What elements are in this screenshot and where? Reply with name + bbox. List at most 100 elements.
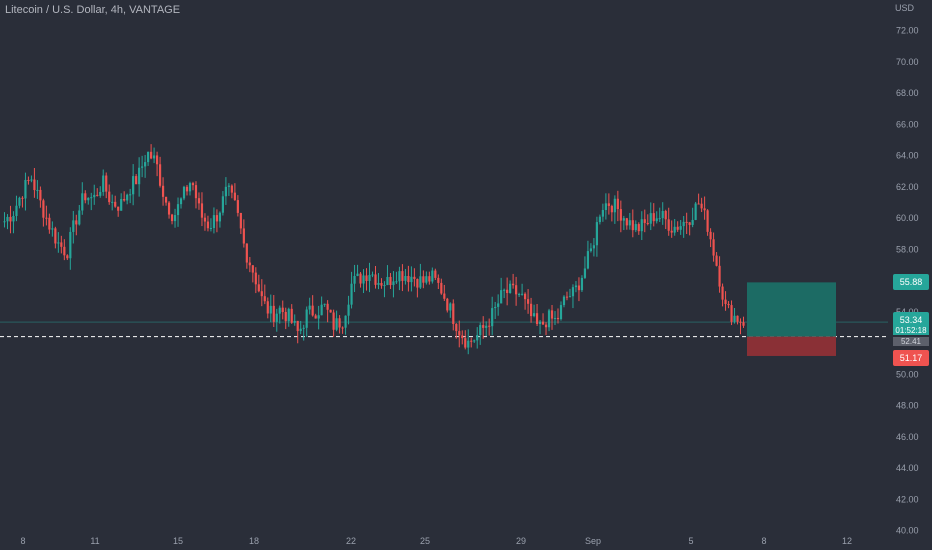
candle: [260, 291, 263, 297]
candle: [365, 275, 368, 281]
candle: [30, 179, 33, 181]
candle: [571, 287, 575, 297]
candle: [161, 185, 165, 197]
candle: [254, 272, 257, 285]
candle: [3, 221, 6, 223]
candle: [108, 191, 111, 203]
candle: [96, 194, 99, 196]
candle: [275, 313, 278, 322]
candle: [500, 290, 503, 304]
candle: [565, 296, 569, 298]
y-tick-label: 40.00: [896, 526, 919, 536]
candle: [269, 305, 272, 314]
candle: [167, 202, 171, 215]
candle: [293, 320, 296, 323]
candle: [697, 203, 700, 205]
candle: [544, 324, 548, 328]
candle: [45, 217, 48, 219]
candle: [374, 274, 377, 285]
take-profit-zone[interactable]: [747, 282, 836, 337]
candle: [218, 212, 222, 222]
candle: [482, 325, 485, 328]
candle: [257, 284, 260, 292]
candle: [739, 321, 742, 323]
y-tick-label: 50.00: [896, 369, 919, 379]
candle: [598, 216, 601, 223]
x-tick-label: 18: [249, 536, 259, 546]
candle: [299, 328, 302, 332]
candle: [625, 218, 628, 226]
candle: [129, 194, 132, 196]
candle: [416, 279, 419, 288]
candle: [233, 192, 236, 201]
candle: [634, 224, 637, 231]
y-tick-label: 58.00: [896, 244, 919, 254]
candle: [102, 175, 105, 192]
candle: [287, 308, 290, 322]
candle: [200, 203, 204, 218]
candle: [643, 219, 646, 223]
stop-loss-zone[interactable]: [747, 336, 836, 356]
candle: [141, 166, 144, 168]
candle: [359, 273, 362, 284]
candle: [242, 228, 245, 244]
candle: [419, 276, 422, 288]
candle: [541, 321, 545, 325]
candle: [371, 274, 374, 276]
candle: [51, 228, 54, 230]
candle: [413, 276, 416, 280]
candle: [736, 315, 739, 322]
candle: [341, 327, 344, 329]
candle: [667, 219, 670, 231]
candle: [604, 203, 607, 211]
candle: [401, 271, 404, 281]
candle: [586, 251, 590, 269]
candle: [637, 224, 640, 232]
candle: [646, 222, 649, 224]
candle: [559, 305, 563, 320]
candle: [676, 226, 679, 230]
candle: [105, 175, 108, 192]
candle: [72, 220, 75, 232]
candle: [21, 197, 24, 199]
candle: [694, 203, 697, 220]
time-axis[interactable]: 8 11 15 18 22 25 29 Sep 5 8 12: [20, 536, 852, 546]
candle: [703, 208, 706, 211]
candle: [305, 309, 308, 328]
candle: [509, 283, 512, 294]
candle: [640, 219, 643, 232]
candle: [176, 204, 180, 216]
candle: [709, 231, 712, 240]
candle: [733, 315, 736, 322]
candle: [452, 303, 455, 325]
candle: [679, 226, 682, 230]
candle: [120, 199, 123, 211]
candle: [476, 335, 479, 341]
candle: [700, 203, 703, 209]
candle: [9, 216, 12, 222]
candle: [473, 340, 476, 342]
candle: [87, 197, 90, 201]
x-tick-label: Sep: [585, 536, 601, 546]
candle: [622, 218, 625, 221]
y-tick-label: 72.00: [896, 26, 919, 36]
candle: [494, 306, 497, 309]
candle: [523, 293, 527, 300]
candle: [281, 307, 284, 312]
candle: [670, 230, 673, 233]
candle: [574, 285, 578, 288]
candle: [529, 303, 533, 317]
candle: [470, 340, 473, 342]
y-tick-label: 60.00: [896, 213, 919, 223]
candle: [78, 210, 81, 225]
candle: [724, 299, 727, 304]
candle: [535, 313, 539, 324]
candle: [212, 215, 216, 229]
candle: [111, 201, 114, 203]
candle: [272, 305, 275, 322]
candle: [592, 245, 596, 249]
candle: [326, 303, 329, 310]
candle: [547, 310, 551, 328]
candle: [152, 155, 156, 159]
